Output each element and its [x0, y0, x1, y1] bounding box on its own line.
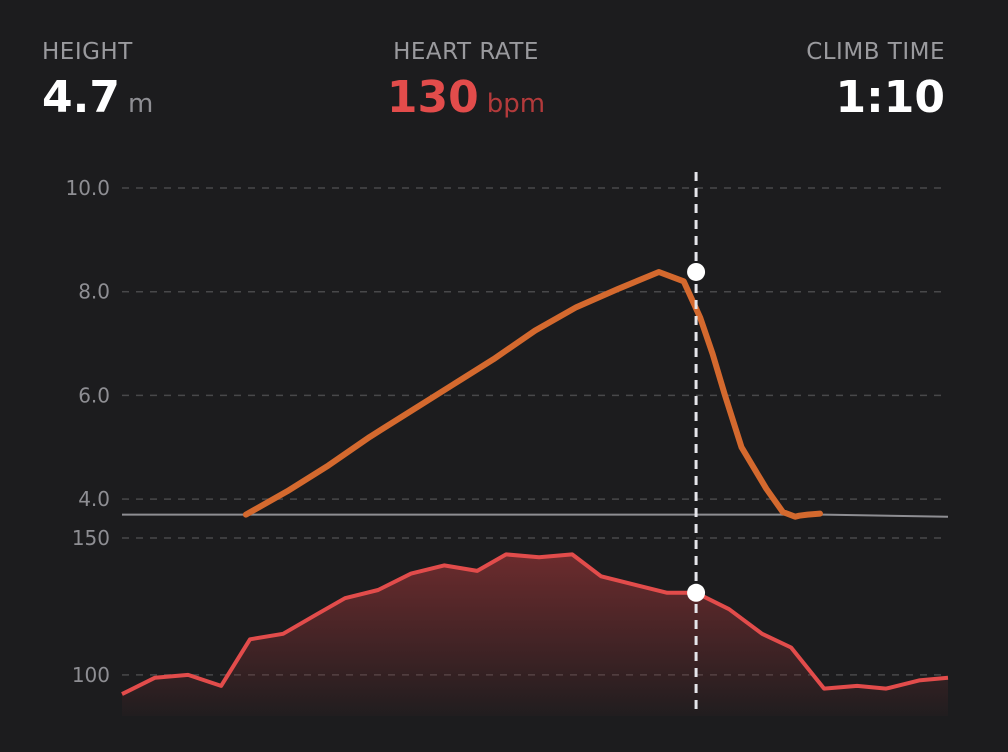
height-unit: m [127, 89, 154, 119]
height-tick-label: 4.0 [78, 487, 110, 511]
heart-rate-line [121, 552, 949, 696]
height-line [242, 269, 823, 520]
climb-time-label: CLIMB TIME [806, 39, 945, 65]
heart-rate-label: HEART RATE [393, 39, 539, 65]
height-value-row: 4.7 m [42, 72, 153, 134]
heart-rate-area [122, 554, 948, 716]
tick-label-layer: 10.0 8.0 6.0 4.0 150 100 [65, 176, 110, 687]
cursor-layer[interactable] [687, 172, 706, 716]
climb-time-value: 1:10 [835, 72, 945, 123]
height-tick-label: 6.0 [78, 383, 110, 407]
heart-rate-value-row: 130 bpm [0, 72, 932, 134]
height-label: HEIGHT [42, 39, 133, 65]
height-baseline-line [122, 513, 949, 518]
heart-rate-value: 130 [386, 72, 479, 123]
height-tick-label: 10.0 [65, 176, 110, 200]
climb-time-stat: CLIMB TIME 1:10 [806, 36, 945, 134]
heart-rate-unit: bpm [486, 89, 546, 119]
heart-rate-cursor-marker [687, 583, 706, 602]
heart-rate-tick-label: 100 [72, 663, 110, 687]
heart-rate-tick-label: 150 [72, 526, 110, 550]
heart-rate-layer [121, 552, 949, 716]
height-value: 4.7 [42, 72, 120, 123]
height-cursor-marker [687, 262, 706, 281]
height-tick-label: 8.0 [78, 280, 110, 304]
climb-time-value-row: 1:10 [806, 72, 945, 134]
heart-rate-stat: HEART RATE 130 bpm [0, 36, 932, 134]
height-stat: HEIGHT 4.7 m [42, 36, 153, 134]
height-layer [122, 269, 949, 520]
